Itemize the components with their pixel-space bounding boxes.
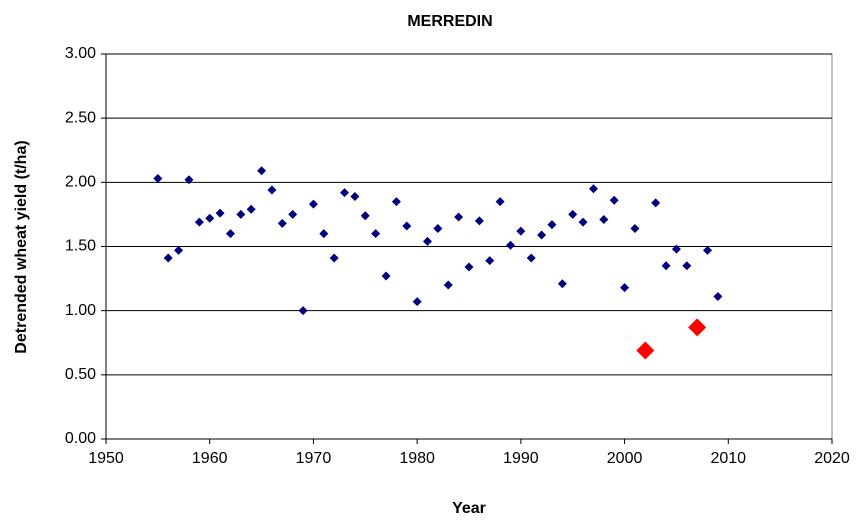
point (257, 166, 267, 176)
point (308, 199, 318, 209)
point (661, 261, 671, 271)
point (215, 208, 225, 218)
y-tick-label: 0.50 (65, 366, 96, 383)
point (277, 218, 287, 228)
point (588, 184, 598, 194)
point (682, 261, 692, 271)
point (703, 245, 713, 255)
point (153, 173, 163, 183)
point (350, 191, 360, 201)
point (609, 195, 619, 205)
point (174, 245, 184, 255)
point (340, 188, 350, 198)
point (474, 216, 484, 226)
x-tick-label: 1990 (503, 450, 539, 467)
x-tick-label: 2000 (607, 450, 643, 467)
point (505, 240, 515, 250)
point (568, 209, 578, 219)
point (391, 197, 401, 207)
point (557, 279, 567, 289)
point (713, 292, 723, 302)
point (163, 253, 173, 263)
point (236, 209, 246, 219)
point (671, 244, 681, 254)
point (464, 262, 474, 272)
point (526, 253, 536, 263)
highlight-point (636, 341, 655, 360)
point (516, 226, 526, 236)
point (599, 215, 609, 225)
highlight-point (688, 318, 707, 337)
point (495, 197, 505, 207)
y-tick-label: 1.00 (65, 302, 96, 319)
point (329, 253, 339, 263)
point (578, 217, 588, 227)
point (381, 271, 391, 281)
point (246, 204, 256, 214)
point (620, 283, 630, 293)
point (537, 230, 547, 240)
x-tick-label: 1980 (399, 450, 435, 467)
point (433, 224, 443, 234)
point (360, 211, 370, 221)
point (630, 224, 640, 234)
point (443, 280, 453, 290)
x-tick-label: 1960 (192, 450, 228, 467)
point (205, 213, 215, 223)
x-tick-label: 1950 (88, 450, 124, 467)
point (267, 185, 277, 195)
point (298, 306, 308, 316)
point (423, 236, 433, 246)
x-tick-label: 2010 (710, 450, 746, 467)
y-tick-label: 2.50 (65, 109, 96, 126)
y-axis-label: Detrended wheat yield (t/ha) (13, 140, 30, 353)
x-tick-label: 2020 (814, 450, 850, 467)
point (288, 209, 298, 219)
point (402, 221, 412, 231)
x-tick-label: 1970 (296, 450, 332, 467)
y-tick-label: 3.00 (65, 45, 96, 62)
point (194, 217, 204, 227)
y-tick-label: 0.00 (65, 430, 96, 447)
point (225, 229, 235, 239)
x-axis-label: Year (452, 500, 486, 517)
point (371, 229, 381, 239)
chart-title: MERREDIN (407, 13, 492, 30)
point (184, 175, 194, 185)
point (651, 198, 661, 208)
point (319, 229, 329, 239)
y-tick-label: 1.50 (65, 238, 96, 255)
point (547, 220, 557, 230)
point (454, 212, 464, 222)
y-tick-label: 2.00 (65, 174, 96, 191)
point (412, 297, 422, 307)
point (485, 256, 495, 266)
